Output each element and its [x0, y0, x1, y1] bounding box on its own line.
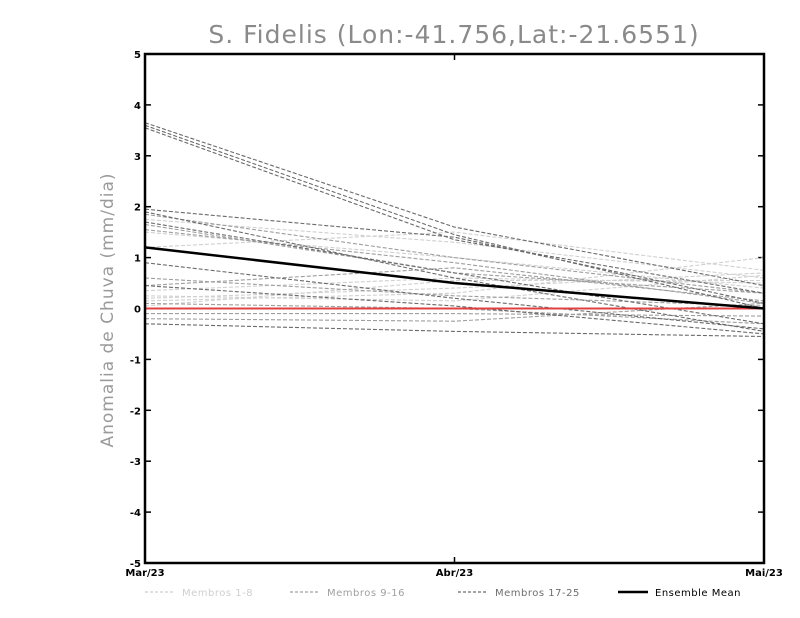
y-tick-label: 5 [134, 50, 141, 61]
member-line [144, 211, 765, 332]
y-tick-label: -2 [130, 406, 141, 417]
member-line [144, 257, 765, 302]
legend-label: Membros 1-8 [182, 588, 253, 599]
series-lines [144, 122, 765, 338]
member-line [144, 267, 765, 302]
member-line [144, 302, 765, 322]
member-line [144, 231, 765, 289]
y-tick-label: -4 [130, 508, 141, 519]
y-axis-label: Anomalia de Chuva (mm/dia) [98, 172, 118, 447]
member-line [144, 127, 765, 294]
axis-ticks: -5 -4 -3 -2 -1 0 1 2 3 4 5 Mar/23 Abr/23 Mai/23 [125, 50, 782, 579]
y-tick-label: -5 [130, 559, 141, 570]
member-line [144, 229, 765, 304]
member-line [145, 313, 765, 317]
y-tick-label: 0 [134, 305, 141, 316]
chart-title: S. Fidelis (Lon:-41.756,Lat:-21.6551) [208, 20, 699, 49]
member-line [144, 277, 765, 307]
plot-frame [143, 52, 766, 565]
y-tick-label: 2 [134, 203, 141, 214]
x-tick-label: Abr/23 [436, 568, 473, 579]
member-line [144, 218, 765, 279]
x-tick-label: Mar/23 [125, 568, 164, 579]
legend-label: Membros 9-16 [327, 588, 405, 599]
member-line [144, 231, 765, 271]
member-line [144, 122, 765, 287]
member-line [144, 208, 765, 304]
ensemble-mean-line [144, 246, 765, 310]
member-line [144, 323, 765, 338]
y-tick-label: 3 [134, 152, 141, 163]
member-line [144, 213, 765, 294]
y-tick-label: -1 [130, 355, 141, 366]
member-line [144, 277, 765, 292]
legend: Membros 1-8 Membros 9-16 Membros 17-25 Ense… [145, 588, 741, 599]
member-line [144, 124, 765, 310]
y-tick-label: -3 [130, 457, 141, 468]
y-tick-label: 1 [134, 254, 141, 265]
y-tick-label: 4 [134, 101, 141, 112]
member-line [144, 221, 765, 325]
member-line [144, 262, 765, 330]
legend-label: Membros 17-25 [495, 588, 580, 599]
member-line [144, 285, 765, 335]
legend-label: Ensemble Mean [655, 588, 741, 599]
x-tick-label: Mai/23 [745, 568, 783, 579]
